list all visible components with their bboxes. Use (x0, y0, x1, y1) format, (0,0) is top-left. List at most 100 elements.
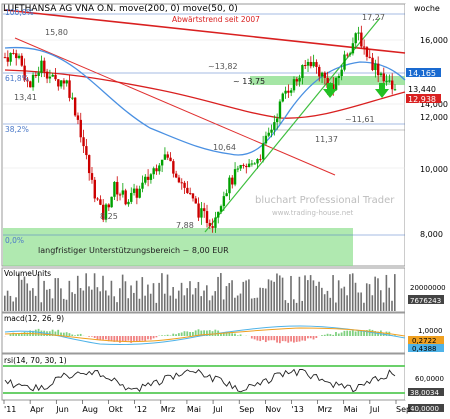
volume-axis-label: 20000000 (410, 284, 446, 292)
macd-bar (175, 334, 177, 336)
volume-bar (271, 280, 273, 311)
volume-bar (153, 283, 155, 311)
macd-axis-label: 1,0000 (418, 327, 443, 335)
candle-body (262, 143, 264, 159)
macd-bar (105, 336, 107, 339)
volume-bar (293, 299, 295, 311)
candle-body (77, 115, 79, 119)
volume-bar (85, 273, 87, 311)
volume-bar (329, 298, 331, 311)
volume-bar (223, 299, 225, 311)
volume-bar (26, 283, 28, 311)
candle-body (391, 81, 393, 90)
candle-body (80, 120, 82, 137)
candle-body (150, 174, 152, 180)
volume-bar (290, 276, 292, 311)
candle-body (178, 177, 180, 182)
macd-bar (156, 336, 158, 337)
candle-body (192, 193, 194, 198)
candle-body (203, 208, 205, 211)
volume-bar (237, 296, 239, 311)
macd-bar (10, 334, 12, 336)
volume-bar (203, 291, 205, 311)
candle-body (96, 198, 98, 199)
candle-body (189, 193, 191, 194)
candle-body (304, 65, 306, 66)
volume-bar (265, 289, 267, 311)
volume-bar (360, 292, 362, 311)
price-2-badge-text: 13,440 (408, 85, 436, 94)
price-label-1727: 17,27 (362, 13, 385, 22)
volume-bar (74, 294, 76, 311)
macd-bar (279, 336, 281, 343)
macd-bar (94, 336, 96, 338)
volume-bar (105, 290, 107, 311)
volume-bar (161, 273, 163, 311)
candle-body (239, 165, 241, 169)
volume-bar (332, 275, 334, 311)
candle-body (43, 61, 45, 72)
candle-body (4, 57, 6, 58)
volume-bar (97, 287, 99, 311)
candle-body (251, 163, 253, 164)
candle-body (133, 189, 135, 193)
volume-bar (276, 273, 278, 311)
macd-bar (296, 336, 298, 342)
volume-bar (226, 286, 228, 311)
candle-body (343, 55, 345, 70)
macd-bar (310, 336, 312, 338)
volume-bar (366, 283, 368, 311)
macd-bar (276, 336, 278, 343)
candle-body (357, 33, 359, 34)
price-label-1161: ~11,61 (345, 115, 375, 124)
volume-bar (279, 275, 281, 311)
volume-bar (125, 281, 127, 311)
volume-bar (111, 281, 113, 311)
rsi-axis-label: 60,0000 (415, 375, 444, 383)
volume-bar (144, 296, 146, 311)
candle-body (63, 80, 65, 83)
candle-body (290, 90, 292, 92)
candle-body (360, 33, 362, 47)
candle-body (9, 53, 11, 62)
candle-body (312, 62, 314, 66)
macd-bar (97, 336, 99, 340)
candle-body (371, 58, 373, 70)
candle-body (380, 74, 382, 76)
volume-bar (170, 296, 172, 311)
macd-bar (321, 335, 323, 336)
macd-bar (315, 336, 317, 338)
volume-bar (181, 283, 183, 311)
volume-bar (136, 281, 138, 311)
candle-body (279, 101, 281, 118)
macd-bar (66, 332, 68, 336)
macd-bar (133, 336, 135, 341)
x-tick-label: '12 (135, 405, 147, 414)
fib-0-label: 0,0% (5, 236, 24, 245)
x-tick-label: Sep (396, 405, 411, 414)
main-panel-frame (2, 4, 405, 266)
macd-bar (268, 336, 270, 340)
volume-bar (113, 296, 115, 311)
macd-bar (352, 330, 354, 336)
candle-body (374, 64, 376, 70)
macd-bar (341, 332, 343, 336)
volume-bar (372, 295, 374, 311)
macd-bar (167, 335, 169, 336)
macd-label: macd(12, 26, 9) (4, 314, 64, 323)
price-label-1137: 11,37 (315, 135, 338, 144)
candle-body (167, 154, 169, 157)
candle-body (223, 196, 225, 206)
downtrend-label: Abwärtstrend seit 2007 (172, 15, 260, 24)
candle-body (200, 208, 202, 217)
macd-bar (71, 335, 73, 336)
candle-body (71, 98, 73, 99)
candle-body (7, 57, 9, 61)
candle-body (82, 137, 84, 146)
macd-bar (329, 334, 331, 336)
candle-body (355, 33, 357, 43)
candle-body (256, 159, 258, 163)
candle-body (206, 211, 208, 223)
volume-bar (352, 273, 354, 311)
